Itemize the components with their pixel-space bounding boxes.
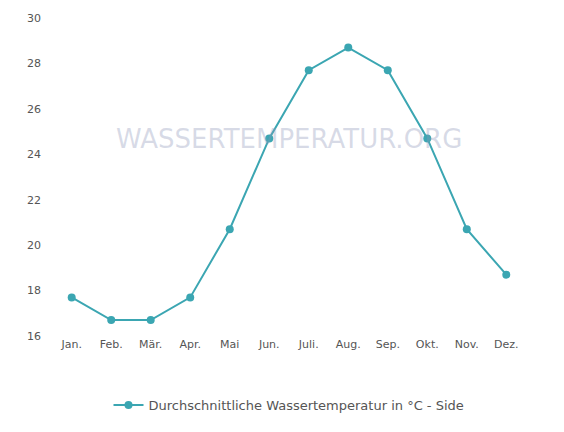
svg-text:16: 16: [27, 330, 41, 343]
svg-text:Durchschnittliche Wassertemper: Durchschnittliche Wassertemperatur in °C…: [149, 398, 464, 413]
svg-text:Jun.: Jun.: [258, 338, 280, 351]
svg-text:Juli.: Juli.: [298, 338, 319, 351]
svg-text:Jan.: Jan.: [60, 338, 81, 351]
svg-text:Sep.: Sep.: [376, 338, 400, 351]
svg-text:Apr.: Apr.: [179, 338, 201, 351]
svg-text:Nov.: Nov.: [455, 338, 479, 351]
svg-text:WASSERTEMPERATUR.ORG: WASSERTEMPERATUR.ORG: [116, 124, 462, 154]
svg-text:Mär.: Mär.: [139, 338, 162, 351]
svg-text:18: 18: [27, 284, 41, 297]
svg-text:28: 28: [27, 57, 41, 70]
svg-text:Okt.: Okt.: [416, 338, 439, 351]
svg-text:22: 22: [27, 194, 41, 207]
svg-text:Mai: Mai: [220, 338, 239, 351]
svg-text:24: 24: [27, 148, 41, 161]
svg-text:26: 26: [27, 103, 41, 116]
svg-text:20: 20: [27, 239, 41, 252]
svg-text:Aug.: Aug.: [336, 338, 361, 351]
svg-text:Dez.: Dez.: [494, 338, 519, 351]
svg-text:Feb.: Feb.: [100, 338, 123, 351]
svg-text:30: 30: [27, 12, 41, 25]
